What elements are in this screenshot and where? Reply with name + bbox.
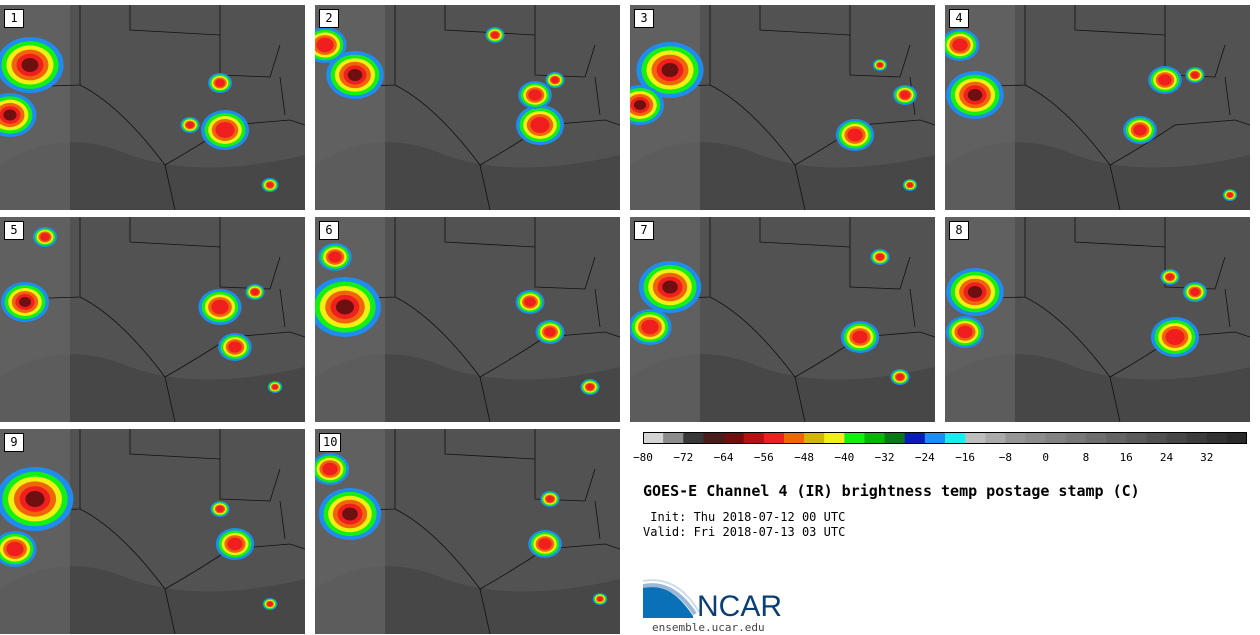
colorbar-tick-label: −48 [794, 451, 814, 464]
ir-satellite-map [315, 217, 620, 422]
colorbar-segment [1166, 432, 1188, 444]
ir-satellite-map [0, 217, 305, 422]
ensemble-member-panel: 3 [630, 5, 935, 210]
init-time: Init: Thu 2018-07-12 00 UTC [643, 510, 846, 524]
member-number-label: 9 [4, 433, 24, 452]
member-number-label: 5 [4, 221, 24, 240]
colorbar-segment [844, 432, 865, 444]
colorbar-segment [864, 432, 886, 444]
member-number-label: 6 [319, 221, 339, 240]
ir-satellite-map [945, 5, 1250, 210]
colorbar-segment [945, 432, 966, 444]
colorbar-segment [663, 432, 684, 444]
colorbar-segment [683, 432, 704, 444]
colorbar-segment [904, 432, 926, 444]
colorbar-tick-label: 32 [1200, 451, 1214, 464]
colorbar-tick-label: −80 [633, 451, 653, 464]
colorbar-segment [783, 432, 805, 444]
colorbar-tick-label: −8 [998, 451, 1013, 464]
colorbar-segment [723, 432, 745, 444]
member-number-label: 3 [634, 9, 654, 28]
colorbar-segment [1106, 432, 1127, 444]
colorbar-ticks: −80 −72 −64 −56 −48 −40 −32 −24 −16 −8 0 8 16 24 32 [633, 451, 1247, 467]
colorbar [643, 432, 1247, 444]
ir-satellite-map [945, 217, 1250, 422]
colorbar-segment [1146, 432, 1167, 444]
colorbar-segment [1206, 432, 1228, 444]
colorbar-segment [965, 432, 986, 444]
ir-satellite-map [0, 5, 305, 210]
member-number-label: 8 [949, 221, 969, 240]
ir-satellite-map [630, 217, 935, 422]
ncar-logo-text: NCAR [697, 590, 782, 622]
colorbar-tick-label: −32 [874, 451, 895, 464]
colorbar-segment [743, 432, 765, 444]
ncar-logo: NCAR [643, 579, 782, 622]
ensemble-member-panel: 6 [315, 217, 620, 422]
colorbar-segment [1186, 432, 1208, 444]
ensemble-member-panel: 1 [0, 5, 305, 210]
ensemble-member-panel: 5 [0, 217, 305, 422]
valid-time: Valid: Fri 2018-07-13 03 UTC [643, 525, 846, 539]
colorbar-segment [703, 432, 725, 444]
member-number-label: 10 [319, 433, 342, 452]
colorbar-segment [643, 432, 664, 444]
colorbar-segment [1065, 432, 1087, 444]
member-number-label: 2 [319, 9, 339, 28]
colorbar-tick-label: −72 [673, 451, 694, 464]
colorbar-tick-label: 16 [1119, 451, 1133, 464]
ir-satellite-map [315, 429, 620, 634]
ir-satellite-map [0, 429, 305, 634]
colorbar-segment [763, 432, 785, 444]
ensemble-member-panel: 4 [945, 5, 1250, 210]
colorbar-segment [1085, 432, 1107, 444]
colorbar-tick-label: 24 [1159, 451, 1174, 464]
colorbar-segment [924, 432, 946, 444]
colorbar-segment [1226, 432, 1247, 444]
colorbar-segment [804, 432, 825, 444]
colorbar-segment [1126, 432, 1147, 444]
ir-satellite-map [630, 5, 935, 210]
colorbar-segment [824, 432, 845, 444]
ensemble-member-panel: 2 [315, 5, 620, 210]
colorbar-tick-label: −40 [834, 451, 855, 464]
member-number-label: 4 [949, 9, 969, 28]
figure-title: GOES-E Channel 4 (IR) brightness temp po… [643, 482, 1140, 500]
member-number-label: 7 [634, 221, 654, 240]
colorbar-tick-label: −64 [713, 451, 734, 464]
member-number-label: 1 [4, 9, 24, 28]
colorbar-segment [985, 432, 1006, 444]
colorbar-tick-label: 8 [1082, 451, 1090, 464]
colorbar-segment [1005, 432, 1027, 444]
colorbar-tick-label: −56 [753, 451, 774, 464]
colorbar-segment [1045, 432, 1067, 444]
colorbar-tick-label: −16 [955, 451, 976, 464]
colorbar-segment [1025, 432, 1047, 444]
ensemble-member-panel: 10 [315, 429, 620, 634]
colorbar-tick-label: −24 [914, 451, 935, 464]
ensemble-member-panel: 9 [0, 429, 305, 634]
ensemble-member-panel: 7 [630, 217, 935, 422]
ir-satellite-map [315, 5, 620, 210]
colorbar-segment [884, 432, 906, 444]
ensemble-url: ensemble.ucar.edu [652, 621, 765, 634]
ensemble-member-panel: 8 [945, 217, 1250, 422]
colorbar-tick-label: 0 [1042, 451, 1049, 464]
